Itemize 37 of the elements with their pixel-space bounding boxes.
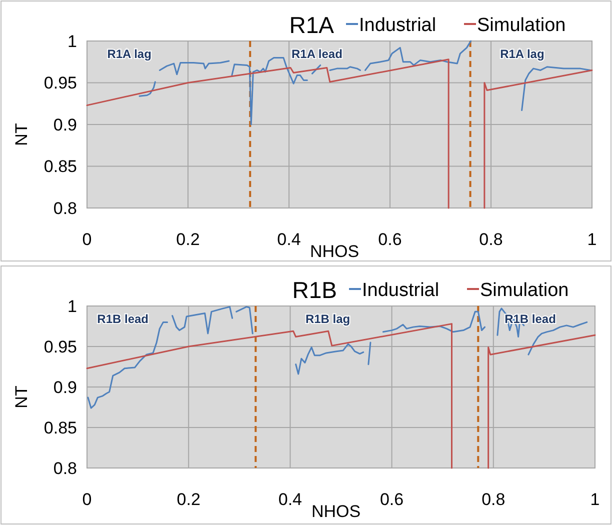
x-tick-label: 0.8 (482, 490, 506, 509)
y-tick-label: 1 (68, 296, 77, 316)
annotation: R1A lead (292, 47, 342, 61)
chart-title: R1A (289, 12, 335, 38)
y-tick-label: 1 (68, 32, 77, 51)
legend-label: Industrial (362, 280, 440, 301)
annotation: R1A lag (500, 47, 544, 61)
y-axis-title: NT (12, 123, 31, 146)
legend-label: Simulation (480, 280, 569, 301)
y-tick-label: 0.85 (44, 157, 77, 176)
annotation: R1B lead (97, 312, 149, 326)
annotation: R1A lag (107, 47, 152, 61)
x-tick-label: 0.6 (378, 230, 402, 249)
x-tick-label: 0.6 (380, 490, 404, 509)
y-tick-label: 0.8 (53, 458, 77, 478)
chart-title: R1B (292, 277, 337, 303)
x-tick-label: 1 (587, 230, 597, 249)
y-tick-label: 0.85 (44, 418, 77, 438)
annotation: R1B lag (305, 312, 350, 326)
legend-label: Simulation (477, 15, 566, 36)
y-tick-label: 0.9 (53, 378, 77, 397)
y-tick-label: 0.9 (53, 115, 77, 134)
x-tick-label: 0 (82, 490, 92, 509)
legend-label: Industrial (359, 15, 436, 36)
x-tick-label: 0.2 (176, 490, 200, 509)
x-axis-title: NHOS (311, 502, 361, 521)
x-tick-label: 0.4 (277, 230, 301, 249)
x-axis-title: NHOS (310, 242, 360, 261)
x-tick-label: 0 (82, 230, 92, 249)
x-tick-label: 0.2 (176, 230, 200, 249)
x-tick-label: 1 (590, 490, 600, 509)
x-tick-label: 0.8 (479, 230, 503, 249)
y-axis-title: NT (12, 386, 31, 408)
y-tick-label: 0.95 (44, 337, 77, 356)
y-tick-label: 0.8 (53, 198, 77, 218)
x-tick-label: 0.4 (278, 490, 302, 509)
y-tick-label: 0.95 (44, 74, 77, 93)
